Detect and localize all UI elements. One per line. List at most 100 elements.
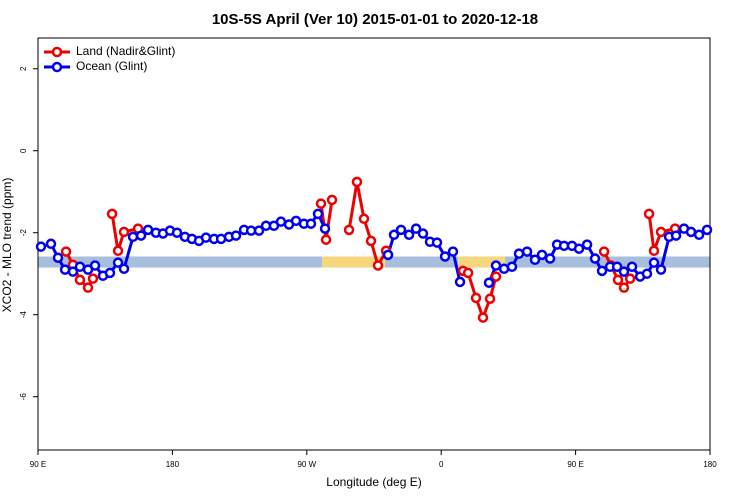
legend-label: Land (Nadir&Glint) xyxy=(76,44,175,58)
data-point xyxy=(648,245,660,257)
data-point xyxy=(358,213,370,225)
x-tick-label: 90 W xyxy=(297,460,316,469)
x-tick-label: 180 xyxy=(166,460,180,469)
data-point xyxy=(490,271,502,282)
data-point xyxy=(483,277,495,288)
data-point xyxy=(618,266,630,277)
data-point xyxy=(447,246,459,257)
data-point xyxy=(454,276,466,288)
data-point xyxy=(351,176,363,188)
band-segment xyxy=(385,256,459,268)
data-point xyxy=(343,224,355,236)
data-point xyxy=(626,261,638,273)
data-point xyxy=(655,264,667,275)
data-point xyxy=(315,198,327,209)
data-point xyxy=(305,218,317,229)
data-point xyxy=(74,274,86,286)
data-point xyxy=(611,261,623,273)
data-point xyxy=(439,251,451,262)
y-tick-label: -6 xyxy=(19,393,28,401)
y-tick-label: 2 xyxy=(19,66,28,71)
data-point xyxy=(598,246,610,257)
legend-label: Ocean (Glint) xyxy=(76,59,147,73)
data-point xyxy=(470,292,482,304)
data-point xyxy=(312,208,324,220)
data-point xyxy=(35,241,47,252)
data-point xyxy=(388,229,400,241)
data-point xyxy=(171,227,183,238)
x-tick-label: 90 E xyxy=(30,460,46,469)
data-point xyxy=(573,243,585,254)
data-point xyxy=(230,230,242,241)
data-point xyxy=(106,208,118,220)
data-point xyxy=(655,226,667,238)
data-point xyxy=(326,194,338,206)
data-point xyxy=(87,273,99,284)
data-point xyxy=(372,260,384,271)
data-point xyxy=(275,216,287,227)
data-point xyxy=(74,261,86,273)
data-point xyxy=(529,254,541,266)
data-point xyxy=(417,228,429,239)
data-point xyxy=(513,248,525,259)
band-segment xyxy=(322,256,386,268)
y-tick-label: -4 xyxy=(19,311,28,319)
data-point xyxy=(118,263,130,275)
data-point xyxy=(544,253,556,264)
y-tick-label: 0 xyxy=(19,148,28,153)
data-point xyxy=(536,249,548,261)
data-point xyxy=(410,223,422,234)
data-point xyxy=(618,282,630,293)
data-point xyxy=(648,257,660,268)
data-point xyxy=(641,268,653,279)
y-tick-label: -2 xyxy=(19,229,28,237)
data-point xyxy=(490,260,502,271)
data-point xyxy=(60,246,72,257)
data-point xyxy=(596,265,608,277)
data-point xyxy=(670,230,682,241)
data-point xyxy=(484,293,496,304)
data-point xyxy=(319,223,331,234)
x-tick-label: 180 xyxy=(703,460,717,469)
data-point xyxy=(624,273,636,284)
data-point xyxy=(643,208,655,220)
y-axis-label: XCO2 - MLO trend (ppm) xyxy=(0,178,14,313)
chart-title: 10S-5S April (Ver 10) 2015-01-01 to 2020… xyxy=(212,11,538,28)
data-point xyxy=(701,224,713,236)
data-point xyxy=(200,232,212,243)
data-point xyxy=(403,229,415,241)
data-point xyxy=(82,282,94,293)
data-point xyxy=(118,226,130,238)
data-point xyxy=(45,238,57,250)
x-tick-label: 0 xyxy=(439,460,444,469)
data-point xyxy=(52,252,64,263)
data-point xyxy=(365,235,377,247)
data-point xyxy=(89,260,101,271)
x-tick-label: 90 E xyxy=(567,460,583,469)
band-segment xyxy=(38,256,323,268)
data-point xyxy=(104,267,116,279)
data-point xyxy=(521,246,533,257)
data-point xyxy=(581,239,593,250)
data-point xyxy=(477,312,489,323)
data-point xyxy=(685,226,697,238)
data-point xyxy=(127,231,139,243)
data-point xyxy=(67,266,79,277)
data-point xyxy=(112,245,124,257)
data-point xyxy=(589,253,601,264)
data-point xyxy=(612,274,624,286)
data-point xyxy=(431,237,443,248)
data-point xyxy=(320,234,332,245)
data-point xyxy=(506,261,518,273)
data-point xyxy=(462,267,474,279)
data-point xyxy=(135,230,147,241)
x-axis-label: Longitude (deg E) xyxy=(326,475,421,489)
data-point xyxy=(382,249,394,261)
legend-marker xyxy=(51,61,63,73)
data-point xyxy=(395,224,407,236)
data-point xyxy=(253,225,265,236)
legend-marker xyxy=(51,46,63,58)
band-segment xyxy=(458,256,506,268)
